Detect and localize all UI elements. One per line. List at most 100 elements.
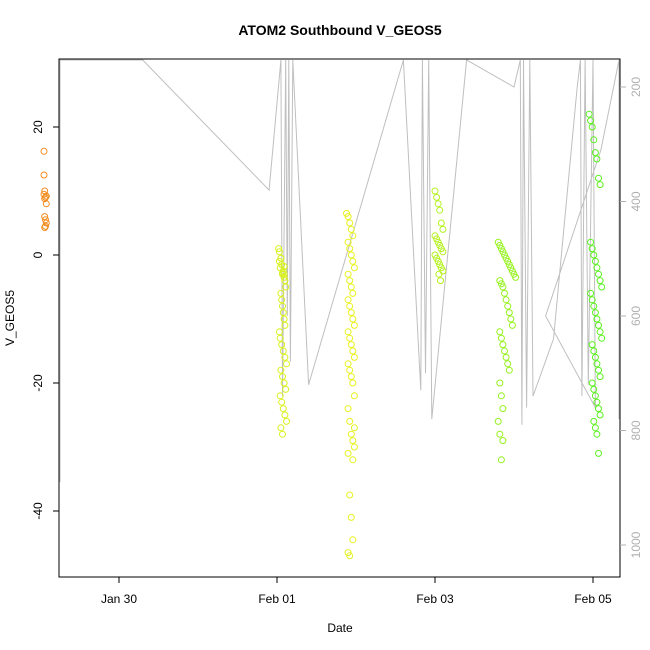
data-point bbox=[436, 206, 444, 214]
data-point bbox=[593, 264, 601, 272]
data-point bbox=[596, 328, 604, 336]
data-point bbox=[282, 283, 290, 291]
data-point bbox=[595, 405, 602, 413]
x-tick-label: Feb 03 bbox=[416, 592, 454, 606]
data-point bbox=[437, 277, 444, 285]
x-axis-label: Date bbox=[327, 621, 353, 635]
data-point bbox=[505, 366, 513, 374]
data-point bbox=[278, 398, 286, 406]
data-point bbox=[598, 334, 606, 342]
data-point bbox=[588, 296, 596, 304]
data-point bbox=[434, 200, 442, 208]
data-point bbox=[277, 254, 285, 262]
data-point bbox=[595, 449, 602, 457]
data-point bbox=[591, 309, 599, 317]
data-point bbox=[344, 270, 352, 278]
series-2 bbox=[343, 209, 358, 544]
data-point bbox=[280, 379, 288, 387]
data-point bbox=[276, 334, 284, 342]
y2-tick-label: 600 bbox=[629, 306, 643, 326]
data-point bbox=[349, 536, 357, 544]
data-point bbox=[346, 219, 354, 227]
data-point bbox=[504, 360, 512, 368]
y2-tick-label: 1000 bbox=[629, 531, 643, 558]
data-point bbox=[591, 149, 599, 157]
data-point bbox=[437, 219, 445, 227]
data-point bbox=[347, 513, 355, 521]
y2-tick-label: 200 bbox=[629, 77, 643, 97]
data-point bbox=[280, 270, 288, 278]
data-point bbox=[283, 360, 290, 368]
series-5 bbox=[494, 238, 520, 464]
data-point bbox=[588, 379, 596, 387]
data-point bbox=[344, 238, 352, 246]
data-point bbox=[41, 213, 49, 221]
data-point bbox=[587, 289, 595, 297]
series-4 bbox=[431, 187, 447, 285]
data-point bbox=[431, 187, 439, 195]
data-point bbox=[593, 398, 601, 406]
data-point bbox=[435, 270, 443, 278]
data-point bbox=[595, 174, 602, 182]
y-tick-label: -20 bbox=[31, 374, 45, 392]
data-point bbox=[494, 417, 502, 425]
data-point bbox=[596, 277, 604, 285]
data-point bbox=[496, 430, 504, 438]
data-point bbox=[497, 245, 505, 253]
data-point bbox=[590, 251, 598, 259]
y2-tick-label: 400 bbox=[629, 191, 643, 211]
data-point bbox=[439, 225, 447, 233]
data-point bbox=[591, 424, 599, 432]
y-axis-label: V_GEOS5 bbox=[3, 290, 17, 346]
data-point bbox=[349, 437, 357, 445]
data-point bbox=[496, 328, 504, 336]
data-point bbox=[344, 296, 352, 304]
data-point bbox=[275, 248, 283, 256]
data-point bbox=[347, 283, 355, 291]
y-tick-label: 0 bbox=[31, 251, 45, 258]
data-point bbox=[41, 224, 49, 231]
data-point bbox=[275, 328, 283, 336]
data-point bbox=[283, 417, 290, 425]
data-point bbox=[347, 225, 355, 233]
y-tick-label: -40 bbox=[31, 502, 45, 520]
data-point bbox=[346, 277, 354, 285]
data-point bbox=[595, 366, 602, 374]
data-point bbox=[350, 264, 358, 272]
data-point bbox=[596, 181, 604, 189]
y2-axis: 200 400 600 800 1000 bbox=[620, 77, 643, 558]
data-point bbox=[344, 449, 352, 457]
data-point bbox=[507, 315, 515, 323]
data-point bbox=[499, 283, 507, 291]
data-point bbox=[349, 257, 357, 265]
data-point bbox=[590, 302, 598, 310]
data-point bbox=[277, 366, 285, 374]
data-point bbox=[504, 302, 512, 310]
data-point bbox=[277, 424, 285, 432]
data-point bbox=[282, 385, 290, 393]
data-point bbox=[512, 273, 520, 281]
y2-tick-label: 800 bbox=[629, 420, 643, 440]
data-point bbox=[346, 245, 354, 253]
data-point bbox=[588, 245, 596, 253]
data-point bbox=[344, 405, 352, 413]
data-point bbox=[40, 147, 48, 155]
data-point bbox=[585, 110, 593, 118]
data-point bbox=[499, 341, 507, 349]
data-point bbox=[347, 373, 355, 381]
series-1 bbox=[275, 245, 290, 438]
data-point bbox=[598, 283, 606, 291]
data-point bbox=[350, 392, 358, 400]
data-point bbox=[344, 360, 352, 368]
data-point bbox=[279, 405, 287, 413]
data-point bbox=[275, 257, 283, 265]
data-point bbox=[596, 373, 604, 381]
data-point bbox=[593, 430, 601, 438]
data-point bbox=[344, 213, 352, 221]
data-point bbox=[593, 360, 601, 368]
data-point bbox=[587, 117, 595, 125]
data-point bbox=[595, 270, 602, 278]
data-point bbox=[349, 232, 357, 240]
